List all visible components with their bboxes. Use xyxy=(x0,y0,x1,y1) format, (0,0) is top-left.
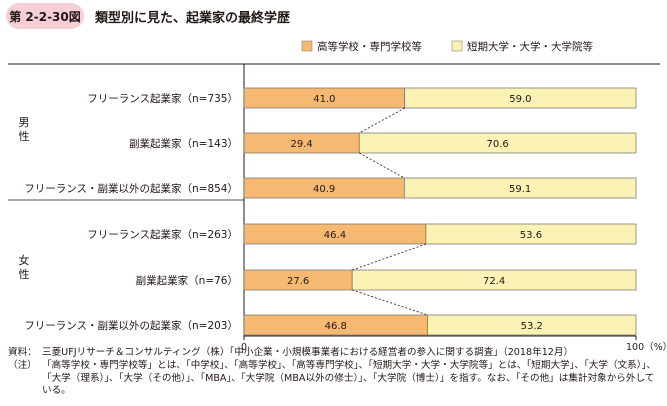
source-note-head: 資料： xyxy=(8,347,37,358)
connector-line xyxy=(359,107,405,134)
bar-value-label: 46.4 xyxy=(324,230,346,241)
legend-label: 高等学校・専門学校等 xyxy=(317,40,422,53)
group-label-char: 男 xyxy=(19,116,30,129)
bar-value-label: 41.0 xyxy=(313,94,335,105)
bar-value-label: 27.6 xyxy=(287,276,309,287)
connector-line xyxy=(352,289,428,316)
bar-segment xyxy=(427,314,637,336)
category-label: フリーランス・副業以外の起業家（n=854） xyxy=(24,182,238,195)
bar-value-label: 40.9 xyxy=(313,184,335,195)
bar-segment xyxy=(358,132,637,154)
bar-segment xyxy=(351,269,637,291)
legend-swatch xyxy=(301,40,313,52)
bar-value-label: 72.4 xyxy=(483,276,505,287)
footnote: （注） 「高等学校・専門学校等」とは、「中学校」、「高等学校」、「高等専門学校」… xyxy=(8,360,660,398)
bar-value-label: 53.6 xyxy=(520,230,542,241)
footnote-text: 「高等学校・専門学校等」とは、「中学校」、「高等学校」、「高等専門学校」、「短期… xyxy=(42,359,656,397)
bar-value-label: 29.4 xyxy=(290,139,312,150)
bar-value-label: 53.2 xyxy=(521,321,543,332)
legend-label: 短期大学・大学・大学院等 xyxy=(467,40,593,53)
group-label-char: 性 xyxy=(19,129,30,143)
bar-value-label: 59.0 xyxy=(509,94,531,105)
legend-swatch xyxy=(451,40,463,52)
bar-segment xyxy=(404,87,637,109)
connector-line xyxy=(352,243,427,271)
bar-value-label: 59.1 xyxy=(509,184,531,195)
category-label: フリーランス・副業以外の起業家（n=203） xyxy=(24,319,238,332)
bar-segment xyxy=(425,223,637,245)
group-label-char: 女 xyxy=(19,253,30,267)
x-tick-label: 100（%） xyxy=(626,341,667,353)
figure-label: 第 2-2-30図 xyxy=(6,3,84,29)
notes: 資料： 三菱UFJリサーチ＆コンサルティング（株）「中小企業・小規模事業者におけ… xyxy=(8,347,660,398)
source-note-text: 三菱UFJリサーチ＆コンサルティング（株）「中小企業・小規模事業者における経営者… xyxy=(42,347,574,358)
group-label-char: 性 xyxy=(19,267,30,281)
x-tick-label: 0 xyxy=(241,342,247,353)
source-note: 資料： 三菱UFJリサーチ＆コンサルティング（株）「中小企業・小規模事業者におけ… xyxy=(8,347,660,360)
category-label: フリーランス起業家（n=263） xyxy=(87,228,238,241)
footnote-head: （注） xyxy=(8,359,37,371)
bar-value-label: 46.8 xyxy=(325,321,347,332)
connector-line xyxy=(359,152,405,179)
bar-segment xyxy=(403,177,637,199)
figure-title: 類型別に見た、起業家の最終学歴 xyxy=(95,11,291,26)
category-label: 副業起業家（n=143） xyxy=(129,137,238,150)
category-label: 副業起業家（n=76） xyxy=(136,274,238,287)
category-label: フリーランス起業家（n=735） xyxy=(87,92,238,105)
bar-value-label: 70.6 xyxy=(486,139,508,150)
